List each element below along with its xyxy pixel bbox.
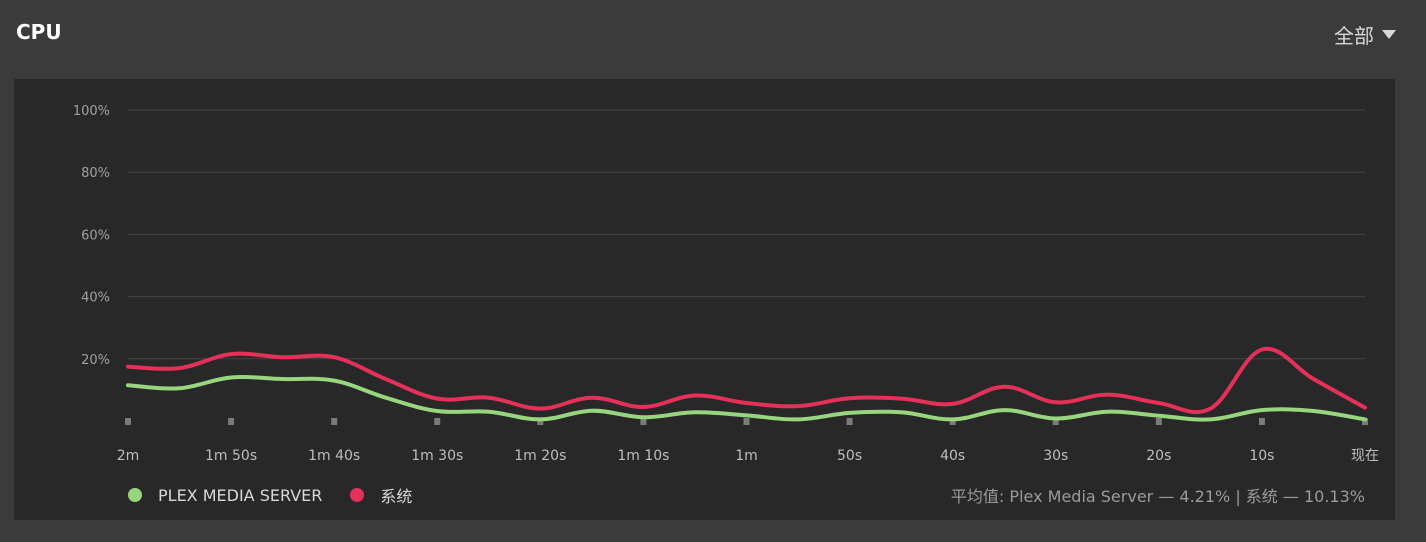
x-tick-mark bbox=[434, 418, 441, 425]
x-tick-mark bbox=[949, 418, 956, 425]
grid-lines bbox=[128, 109, 1365, 360]
average-summary: 平均值: Plex Media Server — 4.21% | 系统 — 10… bbox=[951, 483, 1365, 507]
x-tick-label: 10s bbox=[1249, 448, 1274, 464]
x-tick-label: 1m 40s bbox=[308, 448, 360, 464]
legend-item-plex[interactable]: PLEX MEDIA SERVER bbox=[128, 486, 322, 505]
y-tick-label: 40% bbox=[81, 291, 110, 306]
legend-item-system[interactable]: 系统 bbox=[350, 483, 412, 507]
x-tick-mark bbox=[640, 418, 647, 425]
x-tick-mark bbox=[743, 418, 750, 425]
x-tick-mark bbox=[331, 418, 338, 425]
series-lines bbox=[126, 346, 1367, 422]
average-text: Plex Media Server — 4.21% | 系统 — 10.13% bbox=[1009, 487, 1365, 506]
chart-header: CPU 全部 bbox=[0, 0, 1426, 70]
x-tick-label: 现在 bbox=[1351, 448, 1379, 464]
x-tick-label: 1m 20s bbox=[514, 448, 566, 464]
chart-panel: 100% 80% 60% 40% 20% 2m 1m 50s 1m 40s 1m 30s 1m … bbox=[14, 79, 1395, 520]
x-tick-label: 20s bbox=[1146, 448, 1171, 464]
series-line-plex bbox=[126, 374, 1367, 422]
x-tick-labels: 2m 1m 50s 1m 40s 1m 30s 1m 20s 1m 10s 1m 50s 40s… bbox=[117, 448, 1379, 464]
x-tick-label: 30s bbox=[1043, 448, 1068, 464]
cpu-line-chart: 100% 80% 60% 40% 20% 2m 1m 50s 1m 40s 1m 30s 1m … bbox=[73, 104, 1379, 464]
process-filter-dropdown[interactable]: 全部 bbox=[1334, 20, 1396, 49]
legend-label-plex: PLEX MEDIA SERVER bbox=[158, 485, 323, 505]
x-tick-label: 1m 30s bbox=[411, 448, 463, 464]
x-tick-mark bbox=[1052, 418, 1059, 425]
x-tick-mark bbox=[125, 418, 131, 425]
y-tick-labels: 100% 80% 60% 40% 20% bbox=[73, 104, 110, 368]
chart-legend: PLEX MEDIA SERVER 系统 bbox=[128, 483, 440, 507]
x-tick-label: 1m 10s bbox=[617, 448, 669, 464]
y-tick-label: 80% bbox=[81, 166, 110, 181]
y-tick-label: 60% bbox=[81, 228, 110, 243]
x-tick-mark bbox=[1155, 418, 1162, 425]
y-tick-label: 20% bbox=[81, 353, 110, 368]
x-tick-mark bbox=[537, 418, 544, 425]
x-tick-mark bbox=[846, 418, 853, 425]
x-tick-mark bbox=[1258, 418, 1265, 425]
x-tick-mark bbox=[1362, 418, 1368, 425]
caret-down-icon bbox=[1382, 30, 1396, 39]
legend-dot-system bbox=[350, 488, 365, 502]
x-tick-label: 40s bbox=[940, 448, 965, 464]
chart-title: CPU bbox=[16, 20, 62, 44]
average-label: 平均值: bbox=[950, 487, 1005, 506]
legend-label-system: 系统 bbox=[380, 487, 413, 506]
y-tick-label: 100% bbox=[73, 104, 110, 119]
x-tick-label: 50s bbox=[837, 448, 862, 464]
x-tick-label: 1m bbox=[735, 448, 758, 464]
x-tick-mark bbox=[228, 418, 235, 425]
series-line-system bbox=[126, 346, 1367, 415]
x-tick-label: 1m 50s bbox=[205, 448, 257, 464]
filter-label: 全部 bbox=[1334, 24, 1374, 48]
x-tick-label: 2m bbox=[117, 448, 140, 464]
legend-dot-plex bbox=[128, 488, 142, 502]
x-tick-marks bbox=[125, 418, 1368, 425]
